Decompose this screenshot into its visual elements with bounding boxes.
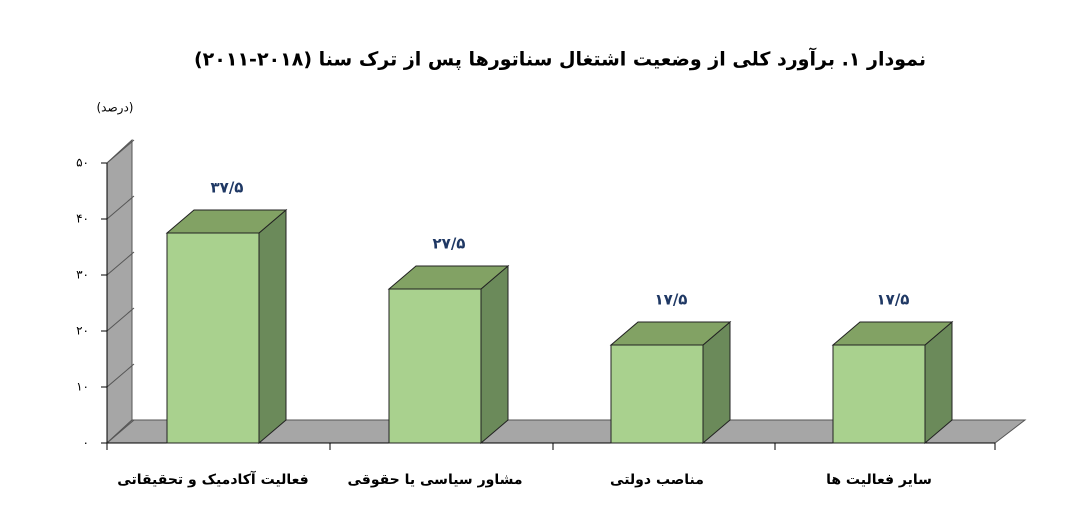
value-label: ۱۷/۵ [877, 291, 910, 309]
x-tick-label: مناصب دولتی [610, 472, 704, 488]
y-tick-label: ۱۰ [76, 380, 89, 394]
wall-tick [106, 363, 135, 388]
value-label: ۳۷/۵ [211, 179, 244, 197]
bar [166, 232, 260, 444]
x-tick-label: فعالیت آکادمیک و تحقیقاتی [117, 470, 308, 488]
y-tick-label: ۴۰ [76, 212, 89, 226]
wall-tick [106, 139, 135, 164]
value-label: ۲۷/۵ [433, 235, 466, 253]
y-tick-label: ۰ [83, 436, 89, 450]
wall-tick [106, 195, 135, 220]
bar [832, 344, 926, 444]
wall-tick [106, 251, 135, 276]
x-tick-label: مشاور سیاسی یا حقوقی [347, 472, 522, 488]
y-tick-label: ۲۰ [76, 324, 89, 338]
wall-tick [106, 419, 135, 444]
bar-side [258, 208, 287, 445]
y-tick-label: ۳۰ [76, 268, 89, 282]
x-tick-label: سایر فعالیت ها [826, 472, 932, 488]
y-tick-label: ۵۰ [76, 156, 89, 170]
bar [610, 344, 704, 444]
bar-side [480, 264, 509, 445]
value-label: ۱۷/۵ [655, 291, 688, 309]
bar [388, 288, 482, 444]
y-axis-label: (درصد) [97, 101, 134, 116]
back-wall [106, 138, 133, 445]
chart-title: نمودار ۱. برآورد کلی از وضعیت اشتغال سنا… [194, 47, 926, 71]
wall-tick [106, 307, 135, 332]
